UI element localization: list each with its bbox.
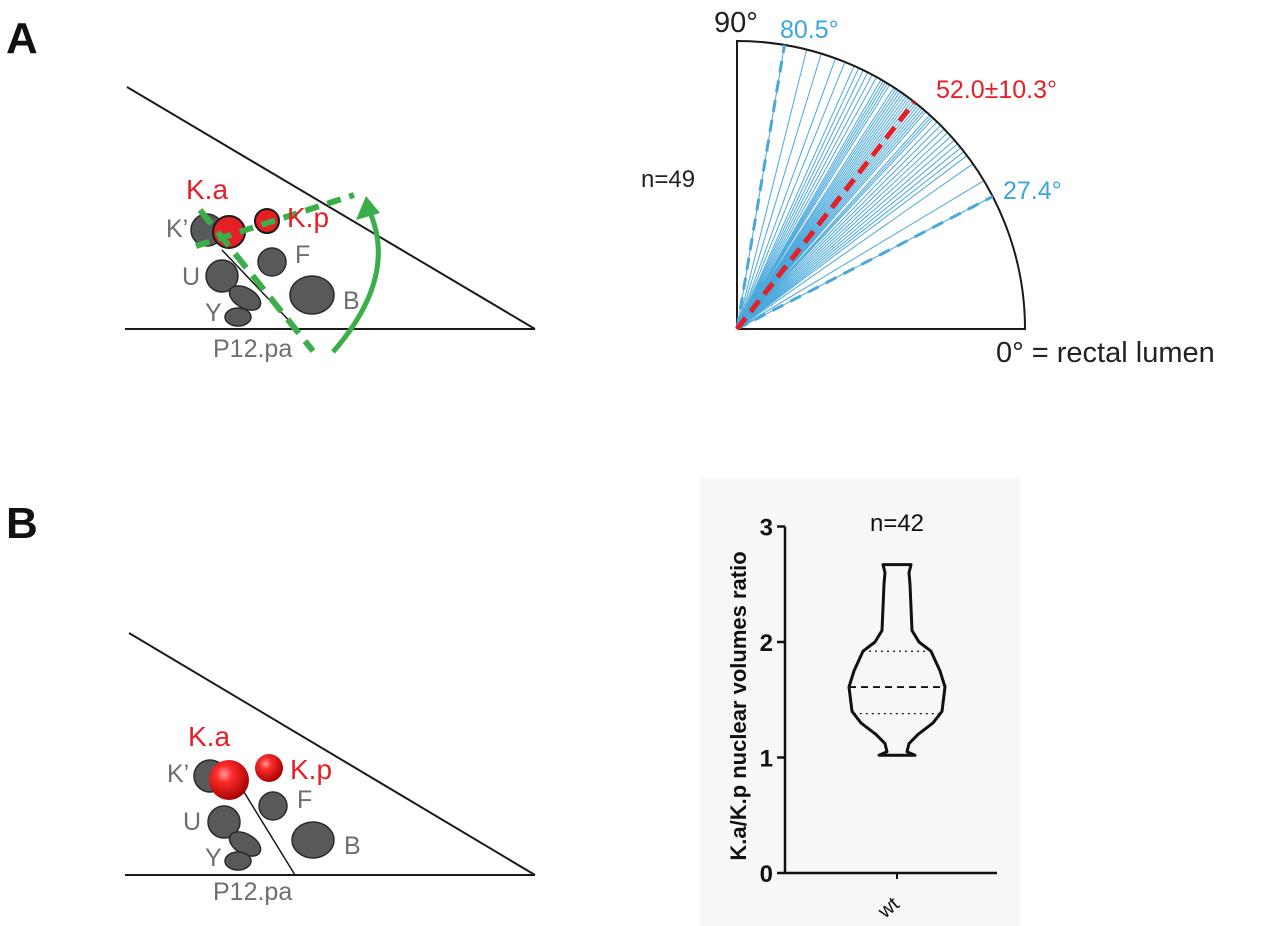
cell-u: [205, 259, 239, 293]
label-kprime-b: K’: [167, 760, 189, 788]
polar-line-38: [736, 128, 945, 330]
polar-min-label: 27.4°: [1003, 177, 1062, 205]
label-b-b: B: [344, 832, 361, 860]
polar-line-7: [736, 69, 864, 330]
violin-outline: [847, 563, 947, 757]
p12-process-line-b: [243, 791, 296, 876]
chart-background: [700, 478, 1020, 926]
label-kp-b: K.p: [290, 754, 332, 785]
panel-b-schematic: K.a K.p K’ U Y F B P12.pa: [125, 632, 536, 906]
polar-0-label: 0° = rectal lumen: [996, 337, 1215, 369]
cell-b: [289, 275, 335, 315]
polar-max-label: 80.5°: [780, 16, 839, 44]
polar-frame: [736, 39, 1027, 330]
polar-plot: n=49 90° 80.5° 52.0±10.3° 27.4° 0° = rec…: [641, 7, 1215, 369]
angle-arc-arrow: [331, 206, 381, 354]
polar-line-46: [736, 163, 974, 330]
polar-line-15: [736, 84, 891, 330]
label-f-b: F: [297, 786, 312, 814]
label-u: U: [182, 263, 200, 291]
cell-ka-sphere: [209, 760, 249, 800]
max-angle-dashed-line: [735, 44, 786, 330]
epidermis-line: [126, 86, 536, 330]
polar-line-36: [736, 121, 938, 330]
polar-90-label: 90°: [714, 7, 758, 39]
polar-line-1: [736, 49, 808, 330]
cell-b-b: [291, 821, 335, 859]
label-b: B: [343, 287, 360, 315]
violin-chart: K.a/K.p nuclear volumes ratio n=42 0123w…: [700, 478, 1020, 926]
polar-line-37: [736, 125, 941, 330]
arrow-head-icon: [356, 196, 380, 220]
y-tick-label-1: 1: [760, 746, 773, 773]
mean-angle-dashed-line: [735, 100, 917, 331]
polar-line-2: [736, 53, 822, 330]
cell-y-upper: [228, 285, 262, 311]
cell-u-b: [207, 805, 241, 839]
cell-y-lower-b: [224, 851, 252, 871]
y-tick-label-2: 2: [760, 630, 773, 657]
p12-axis-dashed: [197, 208, 316, 353]
polar-line-41: [736, 139, 955, 330]
polar-line-45: [736, 155, 968, 330]
label-f: F: [295, 241, 310, 269]
polar-line-35: [736, 118, 934, 330]
panel-b-letter: B: [6, 499, 38, 548]
label-p12pa-b: P12.pa: [213, 878, 292, 906]
polar-line-8: [736, 72, 869, 330]
y-axis-label: K.a/K.p nuclear volumes ratio: [726, 551, 751, 860]
polar-line-40: [736, 135, 952, 330]
polar-line-5: [736, 65, 855, 330]
label-y: Y: [205, 299, 222, 327]
label-kp: K.p: [287, 202, 329, 233]
polar-line-4: [736, 61, 846, 330]
label-ka-b: K.a: [188, 721, 230, 752]
epidermis-line-b: [128, 632, 536, 876]
label-p12pa: P12.pa: [213, 335, 292, 363]
polar-line-10: [736, 76, 878, 330]
panel-a-schematic: K.a K.p K’ U Y F B P12.pa: [125, 86, 536, 363]
label-y-b: Y: [205, 844, 222, 872]
violin-series: [847, 563, 947, 757]
polar-line-44: [736, 151, 965, 330]
polar-line-3: [736, 58, 836, 330]
polar-line-39: [736, 132, 948, 330]
polar-n-label: n=49: [641, 166, 695, 193]
cell-y-lower: [224, 307, 252, 327]
polar-line-42: [736, 143, 958, 330]
polar-line-6: [736, 67, 860, 330]
polar-mean-label: 52.0±10.3°: [936, 76, 1057, 104]
label-kprime: K’: [166, 215, 188, 243]
label-ka: K.a: [186, 174, 228, 205]
polar-line-9: [736, 74, 873, 330]
polar-line-43: [736, 147, 962, 330]
y-tick-label-0: 0: [760, 861, 773, 888]
min-angle-dashed-line: [736, 195, 994, 331]
cell-f-b: [258, 791, 288, 821]
polar-line-47: [736, 180, 985, 330]
y-tick-label-3: 3: [760, 515, 773, 542]
n-annotation: n=42: [870, 510, 924, 537]
p12-process-line: [221, 249, 299, 331]
cell-kp-sphere: [255, 754, 283, 782]
label-u-b: U: [183, 808, 201, 836]
cell-f: [257, 247, 287, 277]
panel-a-letter: A: [6, 14, 38, 63]
